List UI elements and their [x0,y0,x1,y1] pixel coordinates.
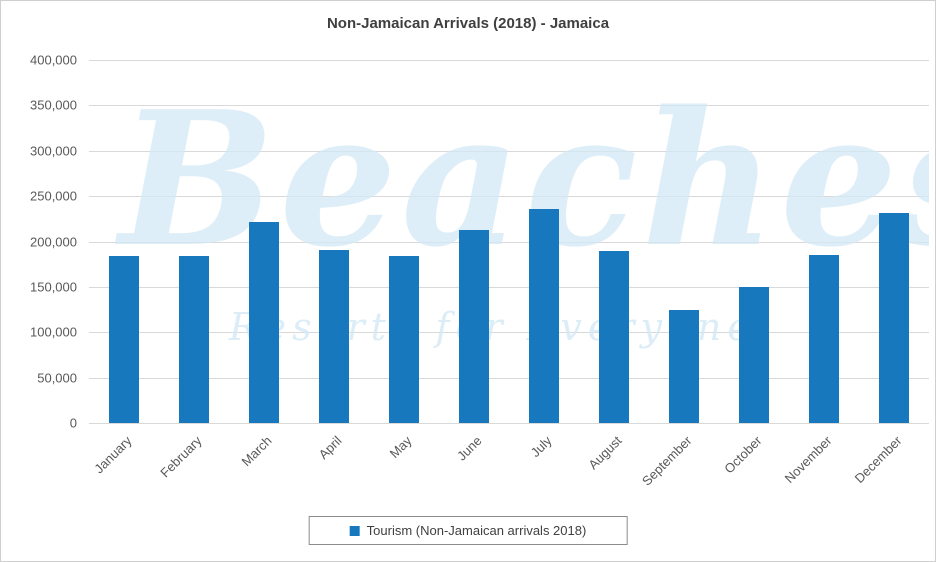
x-axis-tick-label: January [91,433,135,477]
y-axis-tick-label: 400,000 [30,52,77,68]
plot-area: Beaches Resorts for Everyone [89,60,929,424]
bar-november [809,255,839,423]
x-axis-tick-label: September [639,433,695,489]
y-axis: 400,000 350,000 300,000 250,000 200,000 150,0… [1,53,77,431]
bar-slot [369,60,439,423]
bar-december [879,213,909,423]
y-axis-tick-label: 300,000 [30,143,77,159]
x-axis-tick-label: February [157,433,205,481]
y-axis-tick-label: 350,000 [30,97,77,113]
bar-slot [859,60,929,423]
y-axis-tick-label: 50,000 [37,370,77,386]
x-axis-tick-label: August [585,433,625,473]
gridline [89,60,929,61]
y-axis-tick-label: 200,000 [30,234,77,249]
y-axis-tick-label: 0 [69,415,77,431]
bar-slot [789,60,859,423]
bar-may [389,256,419,423]
x-axis: January February March April May June July Augu… [89,423,929,513]
bar-april [319,249,349,423]
x-axis-tick-label: December [851,433,905,487]
bar-june [459,229,489,423]
bar-february [179,256,209,423]
gridline [89,332,929,334]
x-axis-tick-label: June [454,433,485,464]
bar-october [739,286,769,423]
bar-slot [579,60,649,423]
bar-slot [299,60,369,423]
gridline [89,423,929,424]
legend-label: Tourism (Non-Jamaican arrivals 2018) [366,523,587,538]
bar-march [249,222,279,423]
chart-title: Non-Jamaican Arrivals (2018) - Jamaica [326,15,610,32]
gridlines [89,60,929,424]
x-axis-tick-label: October [721,433,765,477]
gridline [89,105,929,107]
bar-series [89,60,929,423]
bar-july [529,208,559,423]
x-axis-tick-label: April [315,433,345,463]
x-axis-tick-label: March [238,433,275,470]
gridline [89,196,929,198]
legend-swatch-icon [349,525,360,536]
x-axis-tick-label: May [386,433,415,461]
gridline [89,286,929,288]
y-axis-tick-label: 100,000 [30,324,77,340]
bar-slot [649,60,719,423]
bar-slot [719,60,789,423]
y-axis-tick-label: 150,000 [30,279,77,295]
bar-january [109,256,139,423]
bar-slot [439,60,509,423]
bar-slot [229,60,299,423]
legend: Tourism (Non-Jamaican arrivals 2018) [308,516,628,545]
y-axis-tick-label: 250,000 [30,188,77,204]
bar-august [599,250,629,423]
bar-slot [509,60,579,423]
gridline [89,377,929,379]
gridline [89,241,929,243]
bar-september [669,310,699,423]
x-axis-tick-label: July [527,433,555,460]
bar-slot [89,60,159,423]
x-axis-tick-label: November [781,433,835,487]
gridline [89,150,929,152]
bar-slot [159,60,229,423]
